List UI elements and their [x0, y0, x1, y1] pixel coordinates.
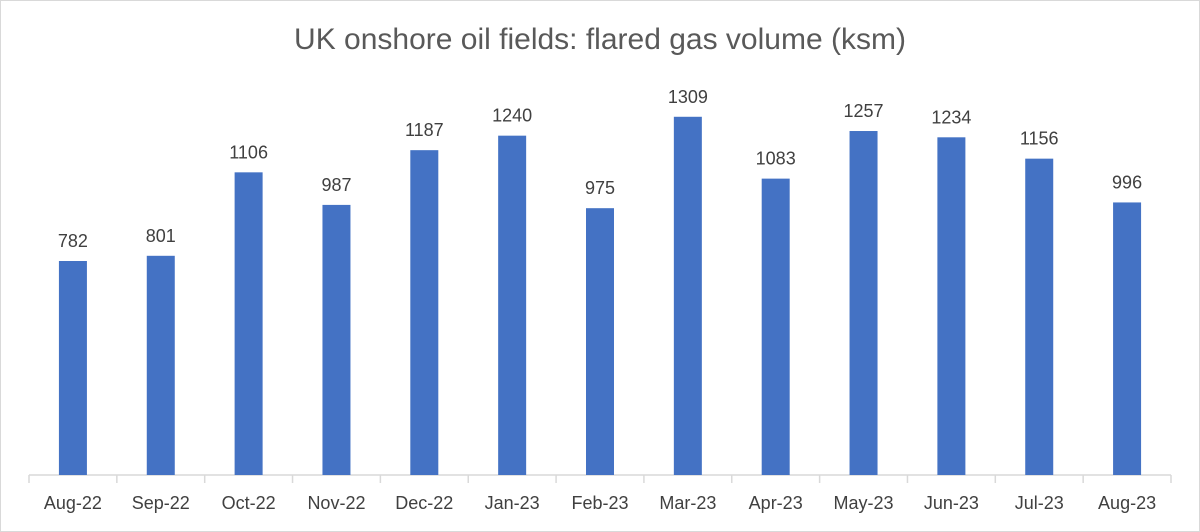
- data-label: 1156: [1020, 129, 1059, 149]
- bar-dec-22: [410, 150, 439, 475]
- x-tick-label: Nov-22: [307, 493, 365, 513]
- bar-nov-22: [322, 204, 351, 475]
- x-tick-label: Oct-22: [222, 493, 276, 513]
- x-tick-label: Mar-23: [659, 493, 716, 513]
- bar-jan-23: [498, 135, 527, 475]
- x-tick-label: Jan-23: [485, 493, 540, 513]
- data-label: 1187: [405, 120, 444, 140]
- bar-mar-23: [673, 116, 702, 476]
- bar-apr-23: [761, 178, 790, 475]
- x-tick-label: Jul-23: [1015, 493, 1064, 513]
- data-label: 801: [146, 226, 176, 246]
- bar-aug-22: [58, 261, 87, 475]
- bar-jun-23: [937, 137, 966, 476]
- x-tick-label: Sep-22: [132, 493, 190, 513]
- data-label: 975: [585, 178, 615, 198]
- data-label: 1240: [492, 106, 532, 126]
- data-label: 996: [1112, 172, 1142, 192]
- x-tick-label: Jun-23: [924, 493, 979, 513]
- data-label: 1257: [844, 101, 884, 121]
- x-tick-label: Dec-22: [395, 493, 453, 513]
- bar-may-23: [849, 131, 878, 475]
- bar-oct-22: [234, 172, 263, 476]
- data-label: 987: [321, 175, 351, 195]
- x-tick-label: Aug-23: [1098, 493, 1156, 513]
- bar-sep-22: [146, 255, 175, 475]
- bar-aug-23: [1113, 202, 1142, 475]
- data-label: 1309: [668, 87, 708, 107]
- x-tick-label: Feb-23: [571, 493, 628, 513]
- data-label: 1106: [229, 142, 268, 162]
- data-label: 782: [58, 231, 88, 251]
- x-tick-label: Aug-22: [44, 493, 102, 513]
- data-label: 1234: [931, 107, 971, 127]
- x-tick-label: May-23: [834, 493, 894, 513]
- x-tick-label: Apr-23: [749, 493, 803, 513]
- bar-jul-23: [1025, 158, 1054, 476]
- bar-feb-23: [586, 208, 614, 475]
- chart-title: UK onshore oil fields: flared gas volume…: [294, 23, 906, 56]
- data-label: 1083: [756, 149, 796, 169]
